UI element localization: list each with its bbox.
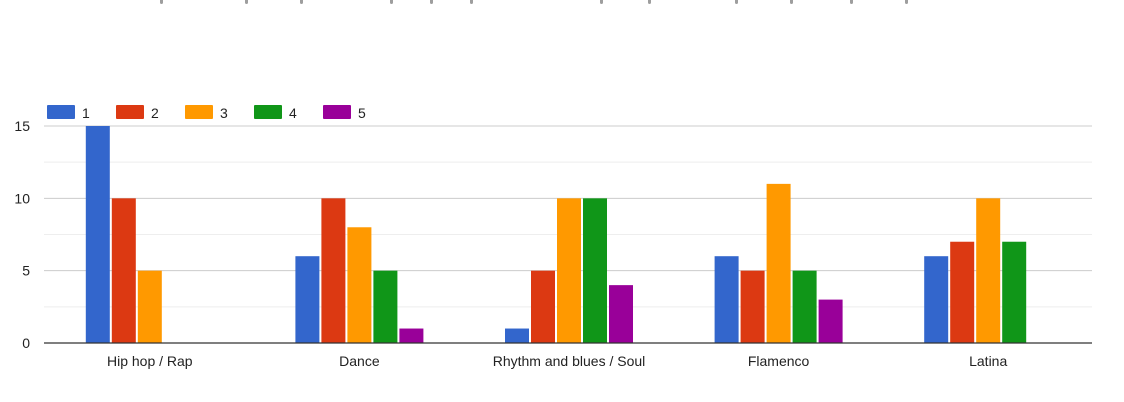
bar-3-rhythm-and-blues-soul[interactable]: [557, 198, 581, 343]
cropped-title-remnant: [0, 0, 1124, 20]
legend-label-4[interactable]: 4: [289, 105, 297, 121]
legend-swatch-4[interactable]: [254, 105, 282, 119]
x-category-label: Flamenco: [748, 353, 810, 369]
legend-swatch-5[interactable]: [323, 105, 351, 119]
bar-1-hip-hop-rap[interactable]: [85, 126, 110, 343]
bar-1-latina[interactable]: [924, 256, 949, 343]
y-tick-label: 0: [22, 335, 30, 351]
bar-1-flamenco[interactable]: [714, 256, 739, 343]
y-axis: 0 5 10 15: [14, 118, 30, 351]
y-tick-label: 5: [22, 263, 30, 279]
bar-3-latina[interactable]: [976, 198, 1001, 343]
bar-4-latina[interactable]: [1002, 241, 1027, 343]
bar-5-flamenco[interactable]: [818, 299, 843, 343]
bar-1-dance[interactable]: [295, 256, 320, 343]
bar-3-hip-hop-rap[interactable]: [137, 270, 162, 343]
legend: 1 2 3 4 5: [47, 105, 366, 121]
legend-label-3[interactable]: 3: [220, 105, 228, 121]
x-category-label: Rhythm and blues / Soul: [493, 353, 646, 369]
legend-label-2[interactable]: 2: [151, 105, 159, 121]
legend-label-5[interactable]: 5: [358, 105, 366, 121]
bar-4-flamenco[interactable]: [792, 270, 817, 343]
bars: [85, 126, 1027, 343]
bar-5-rhythm-and-blues-soul[interactable]: [609, 285, 633, 343]
bar-2-latina[interactable]: [950, 241, 975, 343]
x-category-label: Dance: [339, 353, 380, 369]
legend-label-1[interactable]: 1: [82, 105, 90, 121]
bar-3-dance[interactable]: [347, 227, 372, 343]
legend-swatch-1[interactable]: [47, 105, 75, 119]
x-category-label: Hip hop / Rap: [107, 353, 193, 369]
bar-2-rhythm-and-blues-soul[interactable]: [531, 270, 555, 343]
bar-2-flamenco[interactable]: [740, 270, 765, 343]
legend-swatch-2[interactable]: [116, 105, 144, 119]
x-category-label: Latina: [969, 353, 1007, 369]
legend-swatch-3[interactable]: [185, 105, 213, 119]
bar-3-flamenco[interactable]: [766, 183, 791, 343]
x-axis: Hip hop / Rap Dance Rhythm and blues / Sou…: [44, 342, 1092, 369]
bar-2-dance[interactable]: [321, 198, 346, 343]
y-tick-label: 15: [14, 118, 30, 134]
bar-5-dance[interactable]: [399, 328, 424, 343]
bar-4-rhythm-and-blues-soul[interactable]: [583, 198, 607, 343]
bar-4-dance[interactable]: [373, 270, 398, 343]
bar-2-hip-hop-rap[interactable]: [111, 198, 136, 343]
y-tick-label: 10: [14, 190, 30, 206]
bar-1-rhythm-and-blues-soul[interactable]: [505, 328, 529, 343]
